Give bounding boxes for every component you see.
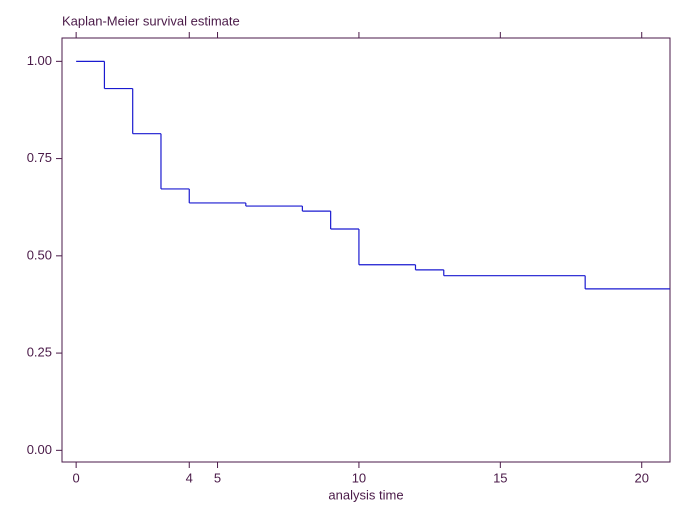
y-tick-label: 0.00	[27, 442, 52, 457]
x-axis-label: analysis time	[328, 487, 403, 502]
x-tick-label: 0	[73, 470, 80, 485]
y-tick-label: 0.25	[27, 345, 52, 360]
y-tick-label: 0.50	[27, 247, 52, 262]
y-tick-label: 1.00	[27, 53, 52, 68]
x-tick-label: 20	[634, 470, 648, 485]
chart-title: Kaplan-Meier survival estimate	[62, 13, 240, 28]
y-tick-label: 0.75	[27, 150, 52, 165]
x-tick-label: 5	[214, 470, 221, 485]
x-tick-label: 4	[186, 470, 193, 485]
x-tick-label: 10	[352, 470, 366, 485]
x-tick-label: 15	[493, 470, 507, 485]
plot-frame	[61, 37, 671, 463]
